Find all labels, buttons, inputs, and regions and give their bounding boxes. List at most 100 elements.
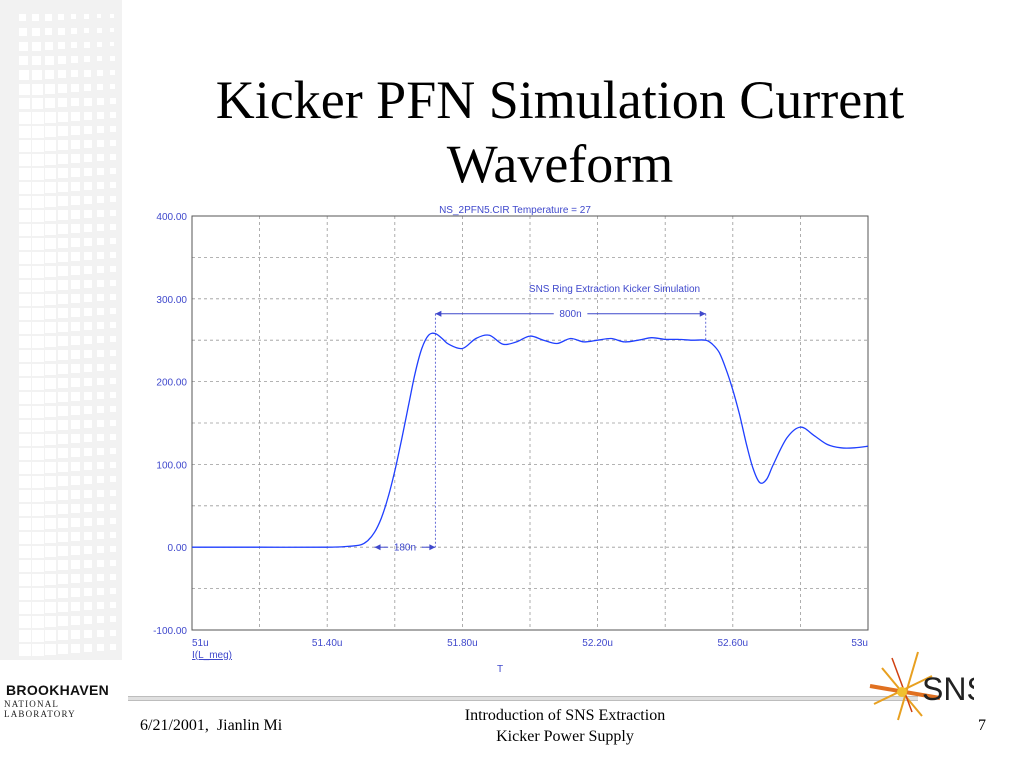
slide-sidebar-pattern: [0, 0, 122, 660]
sidebar-square: [84, 42, 90, 48]
sidebar-square: [71, 182, 80, 191]
sidebar-square: [71, 168, 80, 177]
sidebar-square: [19, 28, 27, 36]
sidebar-square: [19, 532, 31, 544]
sidebar-square: [71, 588, 80, 597]
sidebar-square: [58, 154, 68, 164]
sidebar-square: [19, 420, 31, 432]
current-waveform-line: [192, 332, 869, 548]
sidebar-square: [71, 350, 80, 359]
dimension-label: 800n: [559, 309, 581, 320]
x-axis-ticks: 51u 51.40u 51.80u 52.20u 52.60u 53u: [192, 638, 868, 649]
sidebar-square: [110, 112, 116, 118]
sidebar-square: [71, 266, 80, 275]
sidebar-square: [45, 210, 56, 221]
sidebar-square: [58, 70, 67, 79]
sidebar-square: [84, 238, 92, 246]
sidebar-square: [71, 602, 80, 611]
sidebar-square: [32, 378, 44, 390]
sidebar-square: [97, 504, 104, 511]
waveform-chart: NS_2PFN5.CIR Temperature = 27 400.00 300.…: [130, 200, 880, 675]
sidebar-square: [45, 448, 56, 459]
annotation-label: SNS Ring Extraction Kicker Simulation: [529, 284, 700, 295]
y-axis-ticks: 400.00 300.00 200.00 100.00 0.00 -100.00: [153, 212, 187, 637]
sidebar-square: [58, 364, 68, 374]
sidebar-square: [110, 294, 116, 300]
sidebar-square: [84, 252, 92, 260]
sidebar-square: [32, 294, 44, 306]
sidebar-square: [110, 616, 116, 622]
sidebar-square: [58, 168, 68, 178]
sidebar-square: [19, 238, 31, 250]
sidebar-square: [58, 560, 68, 570]
sidebar-square: [45, 322, 56, 333]
sidebar-square: [58, 336, 68, 346]
x-tick-label: 51.80u: [447, 638, 478, 649]
arrowhead: [429, 544, 436, 551]
sidebar-square: [19, 210, 31, 222]
sidebar-square: [97, 392, 104, 399]
sns-logo: SNS: [869, 651, 974, 721]
sidebar-square: [71, 616, 80, 625]
sidebar-square: [32, 280, 44, 292]
sidebar-square: [84, 266, 92, 274]
sidebar-square: [58, 308, 68, 318]
sidebar-square: [84, 434, 92, 442]
sidebar-square: [71, 98, 80, 107]
sidebar-square: [97, 350, 104, 357]
sidebar-square: [32, 14, 40, 22]
sidebar-square: [58, 84, 67, 93]
sidebar-square: [97, 70, 103, 76]
sidebar-square: [84, 56, 91, 63]
sidebar-square: [110, 14, 114, 18]
sidebar-square: [97, 322, 104, 329]
sidebar-square: [110, 588, 116, 594]
sidebar-square: [19, 84, 30, 95]
sidebar-square: [58, 574, 68, 584]
sidebar-square: [97, 308, 104, 315]
sidebar-square: [110, 336, 116, 342]
sns-starburst-icon: [869, 651, 941, 721]
sidebar-square: [58, 476, 68, 486]
sidebar-square: [32, 406, 44, 418]
sidebar-square: [97, 630, 104, 637]
sidebar-square: [110, 602, 116, 608]
sidebar-square: [19, 518, 31, 530]
sidebar-square: [71, 126, 80, 135]
sidebar-square: [110, 630, 116, 636]
sidebar-square: [32, 476, 44, 488]
sidebar-square: [45, 602, 56, 613]
sidebar-square: [58, 126, 68, 136]
sidebar-square: [97, 616, 104, 623]
sidebar-square: [71, 420, 80, 429]
y-tick-label: 100.00: [156, 460, 187, 471]
sidebar-square: [97, 644, 104, 651]
sidebar-square: [32, 252, 44, 264]
sidebar-square: [45, 42, 53, 50]
sidebar-square: [45, 252, 56, 263]
sidebar-square: [110, 210, 116, 216]
sidebar-square: [84, 518, 92, 526]
sidebar-square: [45, 490, 56, 501]
sidebar-square: [84, 420, 92, 428]
sidebar-square: [97, 602, 104, 609]
sidebar-square: [84, 14, 89, 19]
sidebar-square: [45, 476, 56, 487]
sidebar-square: [97, 336, 104, 343]
sidebar-square: [58, 266, 68, 276]
sidebar-square: [84, 560, 92, 568]
sidebar-square: [19, 448, 31, 460]
sidebar-square: [84, 574, 92, 582]
sidebar-square: [32, 238, 44, 250]
sidebar-square: [110, 168, 116, 174]
sidebar-square: [71, 546, 80, 555]
sidebar-square: [45, 196, 56, 207]
sidebar-square: [97, 224, 104, 231]
sidebar-square: [110, 560, 116, 566]
sidebar-square: [58, 588, 68, 598]
sidebar-square: [97, 462, 104, 469]
x-tick-label: 51.40u: [312, 638, 343, 649]
sidebar-square: [71, 322, 80, 331]
sidebar-square: [19, 644, 31, 656]
footer-title-line1: Introduction of SNS Extraction: [464, 707, 666, 724]
